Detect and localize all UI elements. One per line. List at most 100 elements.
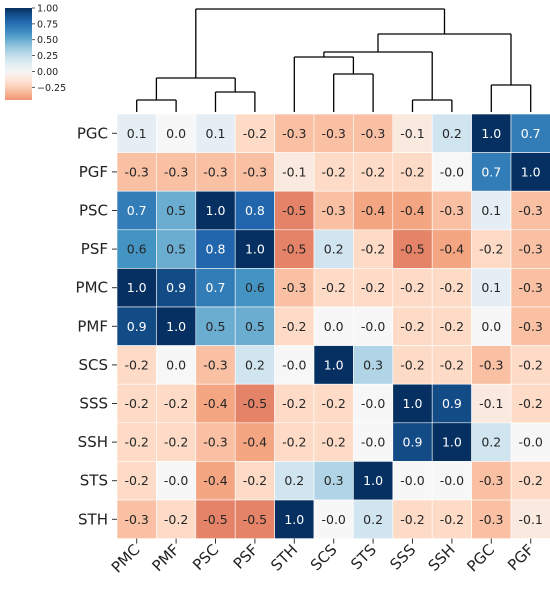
- cell-value-label: -0.3: [243, 164, 267, 179]
- heatmap-cell: [431, 461, 472, 501]
- heatmap-cell: [156, 499, 197, 539]
- heatmap-cell: [234, 499, 275, 539]
- dendrogram: [136, 8, 532, 112]
- cell-value-label: 1.0: [521, 164, 541, 179]
- cell-value-label: -0.4: [361, 203, 385, 218]
- heatmap-cell: [431, 152, 472, 192]
- heatmap-cell: [510, 268, 550, 308]
- cell-value-label: -0.2: [400, 164, 424, 179]
- cell-value-label: -0.4: [203, 473, 227, 488]
- heatmap-cell: [471, 152, 512, 192]
- cell-value-label: 0.2: [324, 242, 344, 257]
- cell-value-label: -0.1: [282, 164, 306, 179]
- cell-value-label: -0.3: [125, 512, 149, 527]
- cell-value-label: -0.1: [400, 126, 424, 141]
- cell-value-label: 0.2: [245, 357, 265, 372]
- cell-value-label: -0.3: [203, 435, 227, 450]
- cell-value-label: -0.2: [243, 473, 267, 488]
- heatmap-cell: [274, 229, 315, 269]
- cell-value-label: -0.3: [519, 203, 543, 218]
- heatmap-cell: [274, 499, 315, 539]
- colorbar-tick-label: 1.00: [37, 4, 58, 15]
- heatmap-cell: [471, 113, 512, 153]
- cell-value-label: 0.3: [324, 473, 344, 488]
- cell-value-label: -0.2: [164, 512, 188, 527]
- heatmap-cell: [353, 190, 394, 231]
- heatmap-cell: [431, 268, 472, 308]
- heatmap-cell: [195, 113, 236, 153]
- cell-value-label: -0.2: [282, 319, 306, 334]
- cell-value-label: 0.0: [166, 126, 186, 141]
- cell-value-label: 0.1: [481, 203, 501, 218]
- cell-value-label: 0.0: [324, 319, 344, 334]
- cell-value-label: -0.3: [282, 280, 306, 295]
- heatmap-cell: [392, 499, 433, 539]
- heatmap-cell: [353, 268, 394, 308]
- heatmap-cell: [116, 190, 157, 231]
- cell-value-label: -0.2: [400, 319, 424, 334]
- colorbar-tick-label: −0.25: [37, 83, 66, 94]
- cell-value-label: -0.3: [322, 126, 346, 141]
- cell-value-label: -0.2: [322, 280, 346, 295]
- heatmap-cell: [353, 306, 394, 346]
- cell-value-label: 1.0: [481, 126, 501, 141]
- heatmap-cell: [313, 345, 354, 385]
- cell-value-label: 0.6: [127, 242, 147, 257]
- cell-value-label: -0.3: [125, 164, 149, 179]
- cell-value-label: -0.2: [361, 164, 385, 179]
- cell-value-label: 1.0: [442, 435, 462, 450]
- heatmap-cell: [156, 461, 197, 501]
- cell-value-label: -0.2: [164, 435, 188, 450]
- cell-value-label: -0.3: [519, 319, 543, 334]
- cell-value-label: 0.9: [442, 396, 462, 411]
- cell-value-label: -0.2: [519, 473, 543, 488]
- cell-value-label: 0.0: [481, 319, 501, 334]
- heatmap-cell: [431, 499, 472, 539]
- heatmap-cell: [156, 268, 197, 308]
- cell-value-label: 0.7: [481, 164, 501, 179]
- row-label: PMC: [76, 279, 108, 297]
- heatmap-cell: [313, 268, 354, 308]
- heatmap-cell: [353, 499, 394, 539]
- heatmap-cell: [116, 461, 157, 501]
- cell-value-label: 0.9: [127, 319, 147, 334]
- cell-value-label: -0.4: [203, 396, 227, 411]
- cell-value-label: 0.7: [127, 203, 147, 218]
- heatmap-cell: [471, 422, 512, 462]
- heatmap-cell: [234, 383, 275, 424]
- cell-value-label: -0.2: [361, 242, 385, 257]
- cell-value-label: 1.0: [324, 357, 344, 372]
- cell-value-label: -0.3: [164, 164, 188, 179]
- cell-value-label: 0.8: [245, 203, 265, 218]
- heatmap-cell: [313, 229, 354, 269]
- cell-value-label: -0.2: [519, 396, 543, 411]
- heatmap-cell: [234, 268, 275, 308]
- heatmap-cell: [510, 306, 550, 346]
- cell-value-label: -0.2: [125, 396, 149, 411]
- cell-value-label: 0.2: [442, 126, 462, 141]
- heatmap-cell: [353, 461, 394, 501]
- heatmap-cell: [274, 268, 315, 308]
- heatmap-cell: [353, 345, 394, 385]
- heatmap-cell: [510, 499, 550, 539]
- heatmap-cell: [392, 268, 433, 308]
- row-label: SSS: [79, 395, 108, 413]
- cell-value-label: -0.4: [243, 435, 267, 450]
- cell-value-label: -0.3: [440, 203, 464, 218]
- cell-value-label: -0.0: [440, 473, 464, 488]
- heatmap-cell: [274, 461, 315, 501]
- row-label: SCS: [78, 356, 108, 374]
- cell-value-label: 0.5: [245, 319, 265, 334]
- heatmap-cell: [353, 422, 394, 462]
- cell-value-label: -0.2: [400, 512, 424, 527]
- colorbar-tick-label: 0.75: [37, 19, 58, 30]
- cell-value-label: -0.5: [243, 512, 267, 527]
- cell-value-label: -0.3: [519, 242, 543, 257]
- heatmap-cell: [313, 190, 354, 231]
- heatmap-cell: [510, 461, 550, 501]
- heatmap-cell: [510, 345, 550, 385]
- colorbar-tick-label: 0.00: [37, 67, 58, 78]
- cell-value-label: -0.2: [282, 396, 306, 411]
- cell-value-label: -0.2: [322, 396, 346, 411]
